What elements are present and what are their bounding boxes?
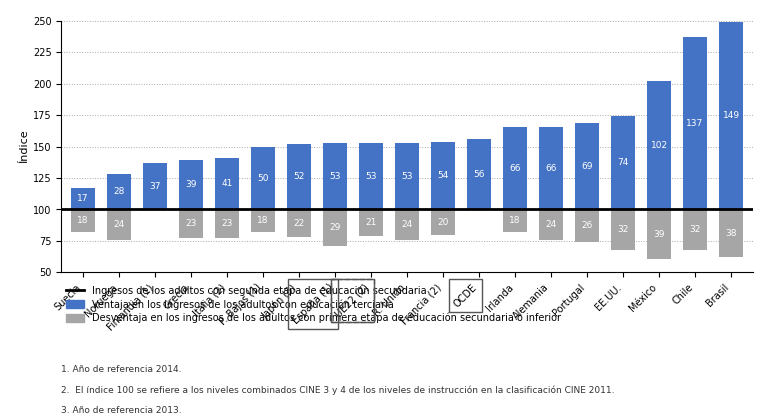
Bar <box>71 188 94 210</box>
Bar <box>108 174 131 210</box>
Text: 32: 32 <box>617 225 629 234</box>
Text: 149: 149 <box>723 111 740 120</box>
Bar <box>647 210 670 259</box>
Text: 50: 50 <box>257 173 269 183</box>
Text: 39: 39 <box>654 230 665 238</box>
Text: 24: 24 <box>402 220 412 229</box>
Text: 22: 22 <box>293 219 305 228</box>
Text: 26: 26 <box>581 221 593 230</box>
Bar <box>684 210 707 250</box>
Text: 23: 23 <box>221 220 233 228</box>
Text: 52: 52 <box>293 172 305 181</box>
Text: 102: 102 <box>650 141 667 150</box>
Bar <box>323 143 346 210</box>
Text: 53: 53 <box>402 172 412 181</box>
Bar <box>215 210 239 238</box>
Text: 74: 74 <box>617 158 629 168</box>
Text: 23: 23 <box>185 220 197 228</box>
Bar <box>720 210 743 257</box>
Bar <box>215 158 239 210</box>
Text: 21: 21 <box>366 218 377 227</box>
Text: 24: 24 <box>545 220 557 229</box>
Bar <box>323 210 346 246</box>
Text: 137: 137 <box>687 119 703 128</box>
Text: 66: 66 <box>509 163 521 173</box>
Bar <box>180 210 203 238</box>
Bar <box>180 160 203 210</box>
Bar <box>108 210 131 240</box>
Bar <box>611 116 634 210</box>
Text: 17: 17 <box>78 194 89 203</box>
Bar <box>539 210 563 240</box>
Bar <box>503 210 527 232</box>
Text: 3. Año de referencia 2013.: 3. Año de referencia 2013. <box>61 406 182 415</box>
Bar <box>432 142 455 210</box>
Bar <box>287 210 311 237</box>
Text: 54: 54 <box>437 171 449 180</box>
Text: 18: 18 <box>78 216 89 225</box>
Bar <box>684 37 707 210</box>
Bar <box>611 210 634 250</box>
Bar <box>468 139 491 210</box>
Text: 37: 37 <box>149 182 161 191</box>
Text: 32: 32 <box>690 225 700 234</box>
Bar <box>396 210 419 240</box>
Bar <box>539 127 563 210</box>
Bar <box>251 210 275 232</box>
Bar <box>287 144 311 210</box>
Y-axis label: Índice: Índice <box>18 130 29 163</box>
Text: 38: 38 <box>725 229 737 238</box>
Text: 69: 69 <box>581 162 593 171</box>
Bar <box>359 143 382 210</box>
Bar <box>359 210 382 236</box>
Bar <box>251 147 275 210</box>
Text: 28: 28 <box>114 187 124 197</box>
Bar <box>71 210 94 232</box>
Bar <box>503 127 527 210</box>
Bar <box>647 81 670 210</box>
Bar <box>396 143 419 210</box>
Text: 18: 18 <box>509 216 521 225</box>
Bar <box>575 210 599 242</box>
Text: 24: 24 <box>114 220 124 229</box>
Legend: Ingresos de los adultos con segunda etapa de educación secundaria, Ventaja en lo: Ingresos de los adultos con segunda etap… <box>66 286 561 323</box>
Text: 29: 29 <box>329 223 341 232</box>
Bar <box>720 22 743 210</box>
Text: 66: 66 <box>545 163 557 173</box>
Text: 56: 56 <box>473 170 485 179</box>
Bar <box>144 163 167 210</box>
Text: 2.  El índice 100 se refiere a los niveles combinados CINE 3 y 4 de los niveles : 2. El índice 100 se refiere a los nivele… <box>61 385 615 395</box>
Text: 53: 53 <box>329 172 341 181</box>
Text: 20: 20 <box>437 217 449 227</box>
Text: 1. Año de referencia 2014.: 1. Año de referencia 2014. <box>61 365 182 373</box>
Text: 53: 53 <box>366 172 377 181</box>
Text: 41: 41 <box>221 179 233 188</box>
Bar <box>432 210 455 235</box>
Text: 39: 39 <box>185 181 197 189</box>
Bar <box>575 123 599 210</box>
Text: 18: 18 <box>257 216 269 225</box>
